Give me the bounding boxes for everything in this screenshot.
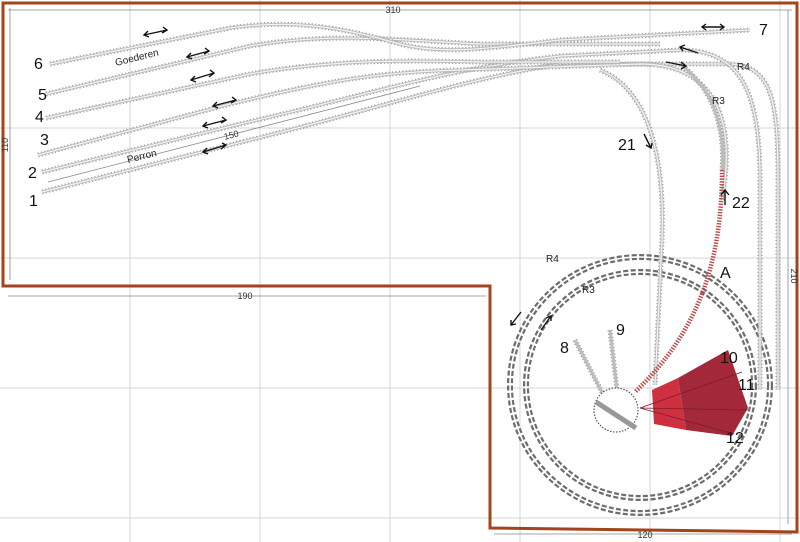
dim-right-height: 210 bbox=[789, 268, 799, 283]
track-number-11: 11 bbox=[738, 377, 755, 394]
track-number-12: 12 bbox=[726, 430, 744, 447]
arrow-r3-top bbox=[665, 61, 688, 70]
track-number-1: 1 bbox=[29, 193, 38, 210]
track-number-22: 22 bbox=[732, 195, 750, 212]
track-number-labels: 1 2 3 4 5 6 7 8 9 10 11 12 21 22 bbox=[28, 22, 768, 447]
radius-r3-top-label: R3 bbox=[712, 96, 725, 107]
dim-bottom-width: 120 bbox=[637, 530, 652, 540]
track-number-6: 6 bbox=[34, 56, 43, 73]
dim-left-height: 110 bbox=[0, 138, 10, 152]
track-number-7: 7 bbox=[759, 22, 768, 39]
engine-shed-front bbox=[652, 378, 686, 430]
turntable-bridge bbox=[594, 399, 638, 431]
radius-r4-top-label: R4 bbox=[737, 62, 750, 73]
loop-r3-core bbox=[525, 271, 755, 499]
track-1 bbox=[41, 61, 781, 390]
arrow-track-7 bbox=[700, 23, 726, 31]
arrow-track-5 bbox=[185, 47, 211, 60]
dim-lower-width: 190 bbox=[237, 291, 252, 301]
junction-label: A bbox=[720, 265, 731, 282]
arrow-track-21 bbox=[643, 133, 653, 150]
loop-tracks bbox=[507, 254, 773, 516]
dim-top-width: 310 bbox=[385, 5, 400, 15]
track-number-10: 10 bbox=[720, 350, 738, 367]
station-tracks bbox=[37, 21, 781, 390]
track-number-4: 4 bbox=[35, 109, 44, 126]
track-number-8: 8 bbox=[560, 340, 569, 357]
track-22-connector bbox=[633, 169, 725, 394]
track-number-9: 9 bbox=[616, 322, 625, 339]
arrow-track-6 bbox=[142, 26, 169, 38]
arrow-track-1 bbox=[201, 142, 228, 155]
track-number-3: 3 bbox=[40, 132, 49, 149]
loop-r4-core bbox=[509, 256, 771, 514]
radius-r3-loop-label: R3 bbox=[582, 285, 595, 296]
track-number-2: 2 bbox=[28, 165, 37, 182]
dimension-lines bbox=[8, 8, 792, 535]
turntable-spurs bbox=[572, 329, 621, 402]
arrow-loop-r3 bbox=[540, 314, 552, 331]
dim-platform-length: 150 bbox=[223, 128, 240, 141]
direction-arrows bbox=[142, 23, 730, 331]
engine-shed bbox=[678, 350, 748, 436]
arrow-loop-r4 bbox=[510, 311, 522, 326]
radius-r4-loop-label: R4 bbox=[546, 254, 559, 265]
track-number-5: 5 bbox=[38, 87, 47, 104]
arrow-track-4 bbox=[189, 69, 216, 83]
track-number-21: 21 bbox=[618, 137, 636, 154]
arrow-r4-top bbox=[678, 44, 699, 54]
arrow-track-22 bbox=[720, 188, 730, 205]
arrow-track-2 bbox=[201, 116, 228, 129]
arrow-track-3 bbox=[211, 96, 238, 109]
